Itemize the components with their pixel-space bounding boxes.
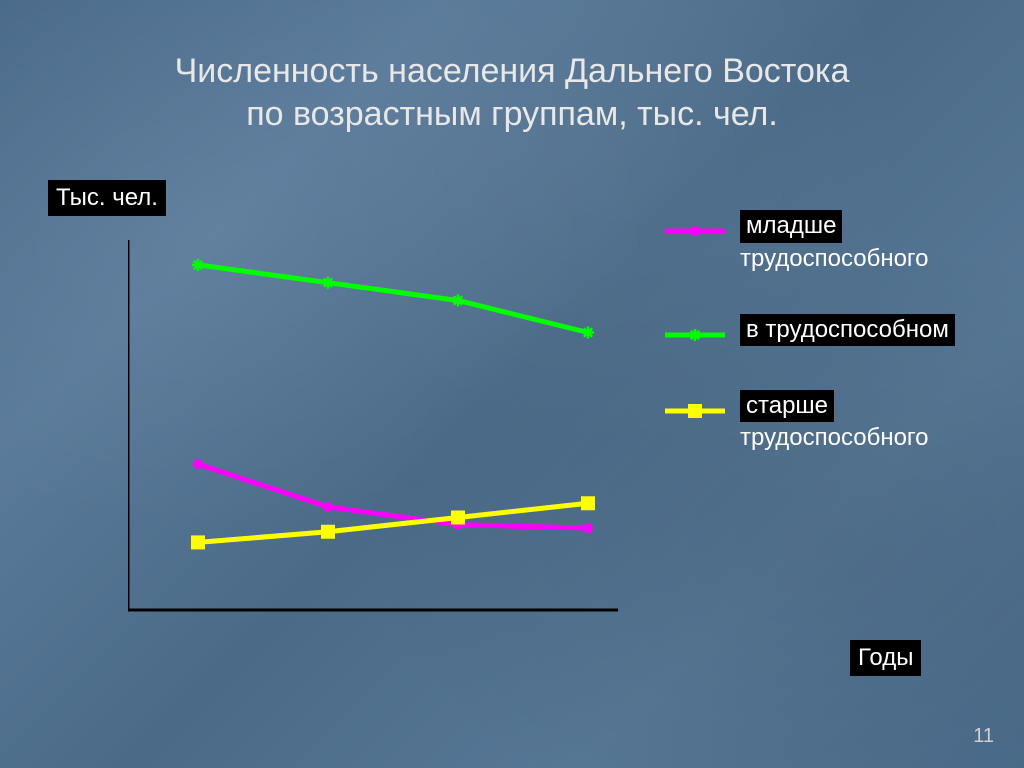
legend-label-working: в трудоспособном — [740, 314, 955, 347]
slide-number: 11 — [973, 725, 994, 748]
slide: { "title_line1": "Численность населения … — [0, 0, 1024, 768]
legend-label-younger: младшетрудоспособного — [740, 210, 929, 274]
legend-item-older: старшетрудоспособного — [660, 390, 1000, 454]
x-axis-label: Годы — [850, 640, 921, 676]
legend-item-working: в трудоспособном — [660, 314, 1000, 350]
legend-label-older: старшетрудоспособного — [740, 390, 929, 454]
chart-legend: младшетрудоспособного в трудоспособном ста… — [660, 210, 1000, 493]
legend-marker-older — [660, 396, 740, 426]
chart-plot — [128, 240, 648, 630]
chart-title: Численность населения Дальнего Востока п… — [0, 50, 1024, 135]
series-line-working — [198, 265, 588, 333]
legend-item-younger: младшетрудоспособного — [660, 210, 1000, 274]
series-line-younger — [198, 464, 588, 528]
chart-area: 010002000300040005000 1991200220102015 — [48, 240, 628, 680]
y-axis-label: Тыс. чел. — [48, 180, 166, 216]
legend-marker-younger — [660, 216, 740, 246]
series-line-older — [198, 503, 588, 542]
legend-marker-working — [660, 320, 740, 350]
